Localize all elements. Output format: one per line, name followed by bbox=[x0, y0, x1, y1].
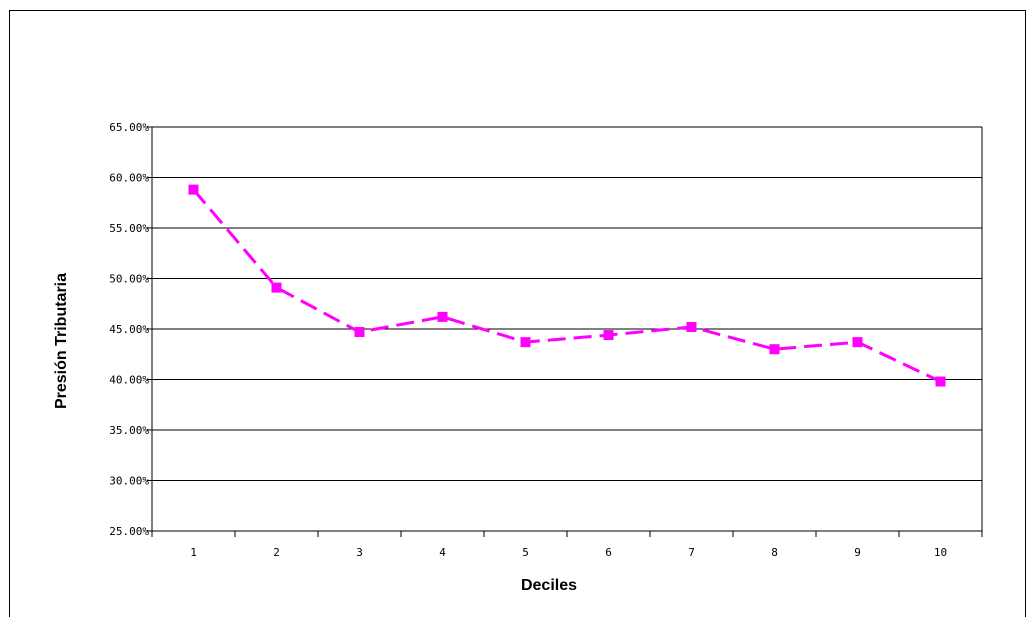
x-tick-label: 10 bbox=[934, 546, 947, 559]
y-tick-label: 50.00% bbox=[109, 273, 149, 286]
x-axis-title: Deciles bbox=[521, 577, 577, 594]
data-point-marker bbox=[935, 376, 946, 387]
y-tick-label: 60.00% bbox=[109, 172, 149, 185]
data-point-marker bbox=[852, 337, 863, 348]
y-tick-label: 65.00% bbox=[109, 121, 149, 134]
data-point-marker bbox=[520, 337, 531, 348]
data-point-marker bbox=[603, 330, 614, 341]
data-point-marker bbox=[437, 311, 448, 322]
y-tick-label: 40.00% bbox=[109, 374, 149, 387]
y-tick-label: 35.00% bbox=[109, 424, 149, 437]
x-tick-label: 2 bbox=[273, 546, 280, 559]
x-tick-label: 5 bbox=[522, 546, 529, 559]
data-point-marker bbox=[188, 184, 199, 195]
x-tick-label: 3 bbox=[356, 546, 363, 559]
x-tick-label: 1 bbox=[190, 546, 197, 559]
x-tick-label: 8 bbox=[771, 546, 778, 559]
y-tick-label: 25.00% bbox=[109, 525, 149, 538]
series-line bbox=[192, 188, 942, 383]
y-tick-labels: 25.00% 30.00% 35.00% 40.00% 45.00% 50.00% 55.0… bbox=[109, 121, 149, 538]
y-axis-title: Presión Tributaria bbox=[53, 273, 70, 409]
data-point-marker bbox=[686, 321, 697, 332]
x-tick-label: 6 bbox=[605, 546, 612, 559]
data-point-marker bbox=[769, 344, 780, 355]
data-point-marker bbox=[354, 327, 365, 338]
axes bbox=[147, 126, 983, 537]
x-tick-label: 7 bbox=[688, 546, 695, 559]
gridlines bbox=[152, 126, 982, 532]
series-group bbox=[188, 184, 946, 387]
y-tick-label: 45.00% bbox=[109, 323, 149, 336]
x-tick-labels: 1 2 3 4 5 6 7 8 9 10 bbox=[190, 546, 947, 559]
y-tick-label: 55.00% bbox=[109, 222, 149, 235]
y-tick-label: 30.00% bbox=[109, 475, 149, 488]
x-tick-label: 4 bbox=[439, 546, 446, 559]
x-tick-label: 9 bbox=[854, 546, 861, 559]
data-point-marker bbox=[271, 282, 282, 293]
